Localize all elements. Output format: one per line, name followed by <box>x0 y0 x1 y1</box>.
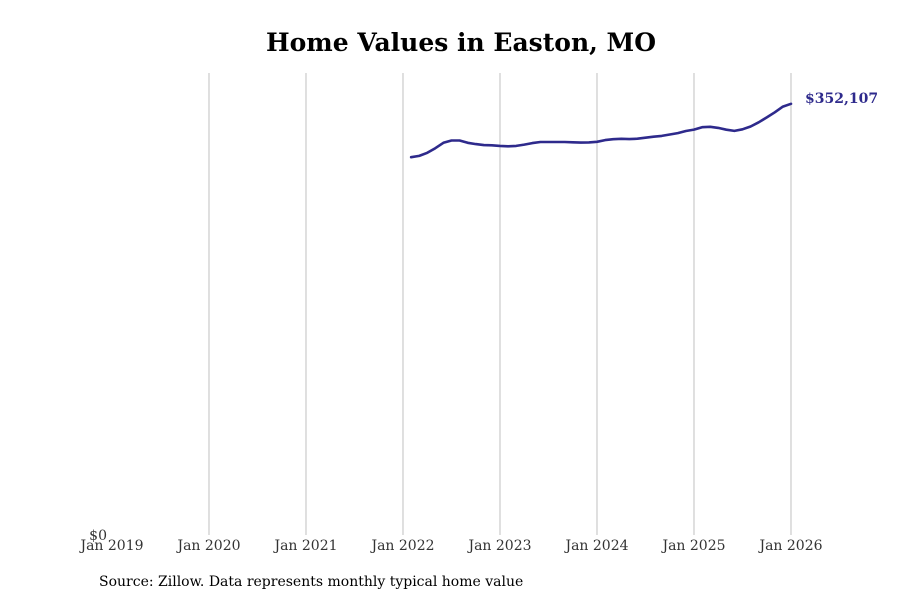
end-value-label: $352,107 <box>805 91 878 107</box>
x-tick-label: Jan 2021 <box>272 538 337 554</box>
chart-title: Home Values in Easton, MO <box>266 28 656 57</box>
x-axis-ticks: Jan 2019 Jan 2020 Jan 2021 Jan 2022 Jan 2023… <box>78 538 822 554</box>
y-axis-ticks: $0 <box>89 528 107 544</box>
series-layer <box>409 102 793 159</box>
series-line-home-value <box>409 102 793 159</box>
y-tick-label: $0 <box>89 528 107 544</box>
x-tick-label: Jan 2023 <box>466 538 531 554</box>
x-tick-label: Jan 2024 <box>563 538 628 554</box>
x-tick-label: Jan 2020 <box>175 538 240 554</box>
x-tick-label: Jan 2025 <box>660 538 725 554</box>
source-note: Source: Zillow. Data represents monthly … <box>99 574 524 590</box>
x-tick-label: Jan 2026 <box>757 538 822 554</box>
x-tick-label: Jan 2019 <box>78 538 143 554</box>
gridlines <box>208 73 792 535</box>
x-tick-label: Jan 2022 <box>369 538 434 554</box>
data-labels: $352,107 <box>805 91 878 107</box>
